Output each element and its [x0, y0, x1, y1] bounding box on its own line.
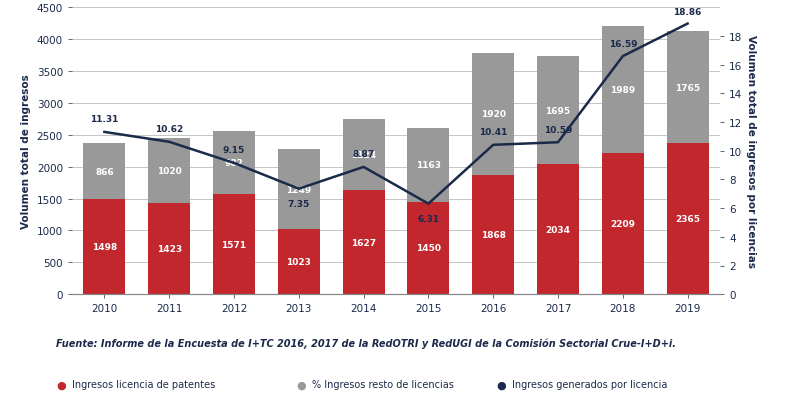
Bar: [472, 175, 514, 294]
Text: 11.31: 11.31: [90, 115, 118, 124]
Text: 16.59: 16.59: [609, 39, 637, 48]
Bar: [83, 199, 126, 294]
Text: 1023: 1023: [286, 257, 311, 266]
Text: ●: ●: [56, 380, 66, 389]
Text: 1571: 1571: [222, 240, 246, 249]
Bar: [666, 32, 709, 144]
Text: 1163: 1163: [416, 161, 441, 170]
Bar: [213, 195, 255, 294]
Text: 8.87: 8.87: [353, 150, 374, 159]
Text: 6.31: 6.31: [418, 214, 439, 223]
Bar: [407, 128, 450, 202]
Text: 1423: 1423: [157, 245, 182, 254]
Bar: [666, 144, 709, 294]
Text: 1124: 1124: [351, 151, 376, 160]
Text: 18.86: 18.86: [674, 8, 702, 17]
Text: 10.41: 10.41: [479, 128, 507, 137]
Text: 1249: 1249: [286, 185, 311, 194]
Bar: [342, 191, 385, 294]
Text: 1627: 1627: [351, 238, 376, 247]
Text: 1868: 1868: [481, 231, 506, 240]
Bar: [407, 202, 450, 294]
Text: 1695: 1695: [546, 107, 570, 116]
Text: % Ingresos resto de licencias: % Ingresos resto de licencias: [312, 380, 454, 389]
Y-axis label: Volumen total de ingresos: Volumen total de ingresos: [21, 74, 31, 229]
Text: Ingresos licencia de patentes: Ingresos licencia de patentes: [72, 380, 215, 389]
Text: 10.59: 10.59: [544, 125, 572, 134]
Bar: [537, 165, 579, 294]
Text: ●: ●: [296, 380, 306, 389]
Bar: [148, 204, 190, 294]
Bar: [472, 54, 514, 175]
Bar: [83, 144, 126, 199]
Text: 10.62: 10.62: [155, 125, 183, 134]
Text: Ingresos generados por licencia: Ingresos generados por licencia: [512, 380, 667, 389]
Bar: [213, 132, 255, 195]
Bar: [278, 229, 320, 294]
Text: 7.35: 7.35: [288, 199, 310, 208]
Text: 1498: 1498: [92, 243, 117, 251]
Text: 2209: 2209: [610, 220, 635, 229]
Y-axis label: Volumen total de ingresos por licencias: Volumen total de ingresos por licencias: [746, 35, 756, 267]
Bar: [342, 119, 385, 191]
Text: 1920: 1920: [481, 110, 506, 119]
Text: 9.15: 9.15: [223, 146, 245, 155]
Text: 2034: 2034: [546, 225, 570, 234]
Text: 1020: 1020: [157, 167, 182, 176]
Text: 1450: 1450: [416, 244, 441, 253]
Bar: [537, 57, 579, 165]
Text: Fuente: Informe de la Encuesta de I+TC 2016, 2017 de la RedOTRI y RedUGI de la C: Fuente: Informe de la Encuesta de I+TC 2…: [56, 337, 676, 348]
Text: 2365: 2365: [675, 215, 700, 224]
Text: 1989: 1989: [610, 86, 635, 95]
Text: 1765: 1765: [675, 83, 700, 92]
Text: ●: ●: [496, 380, 506, 389]
Bar: [602, 154, 644, 294]
Bar: [148, 139, 190, 204]
Bar: [278, 150, 320, 229]
Bar: [602, 27, 644, 154]
Text: 982: 982: [225, 159, 243, 168]
Text: 866: 866: [95, 167, 114, 176]
